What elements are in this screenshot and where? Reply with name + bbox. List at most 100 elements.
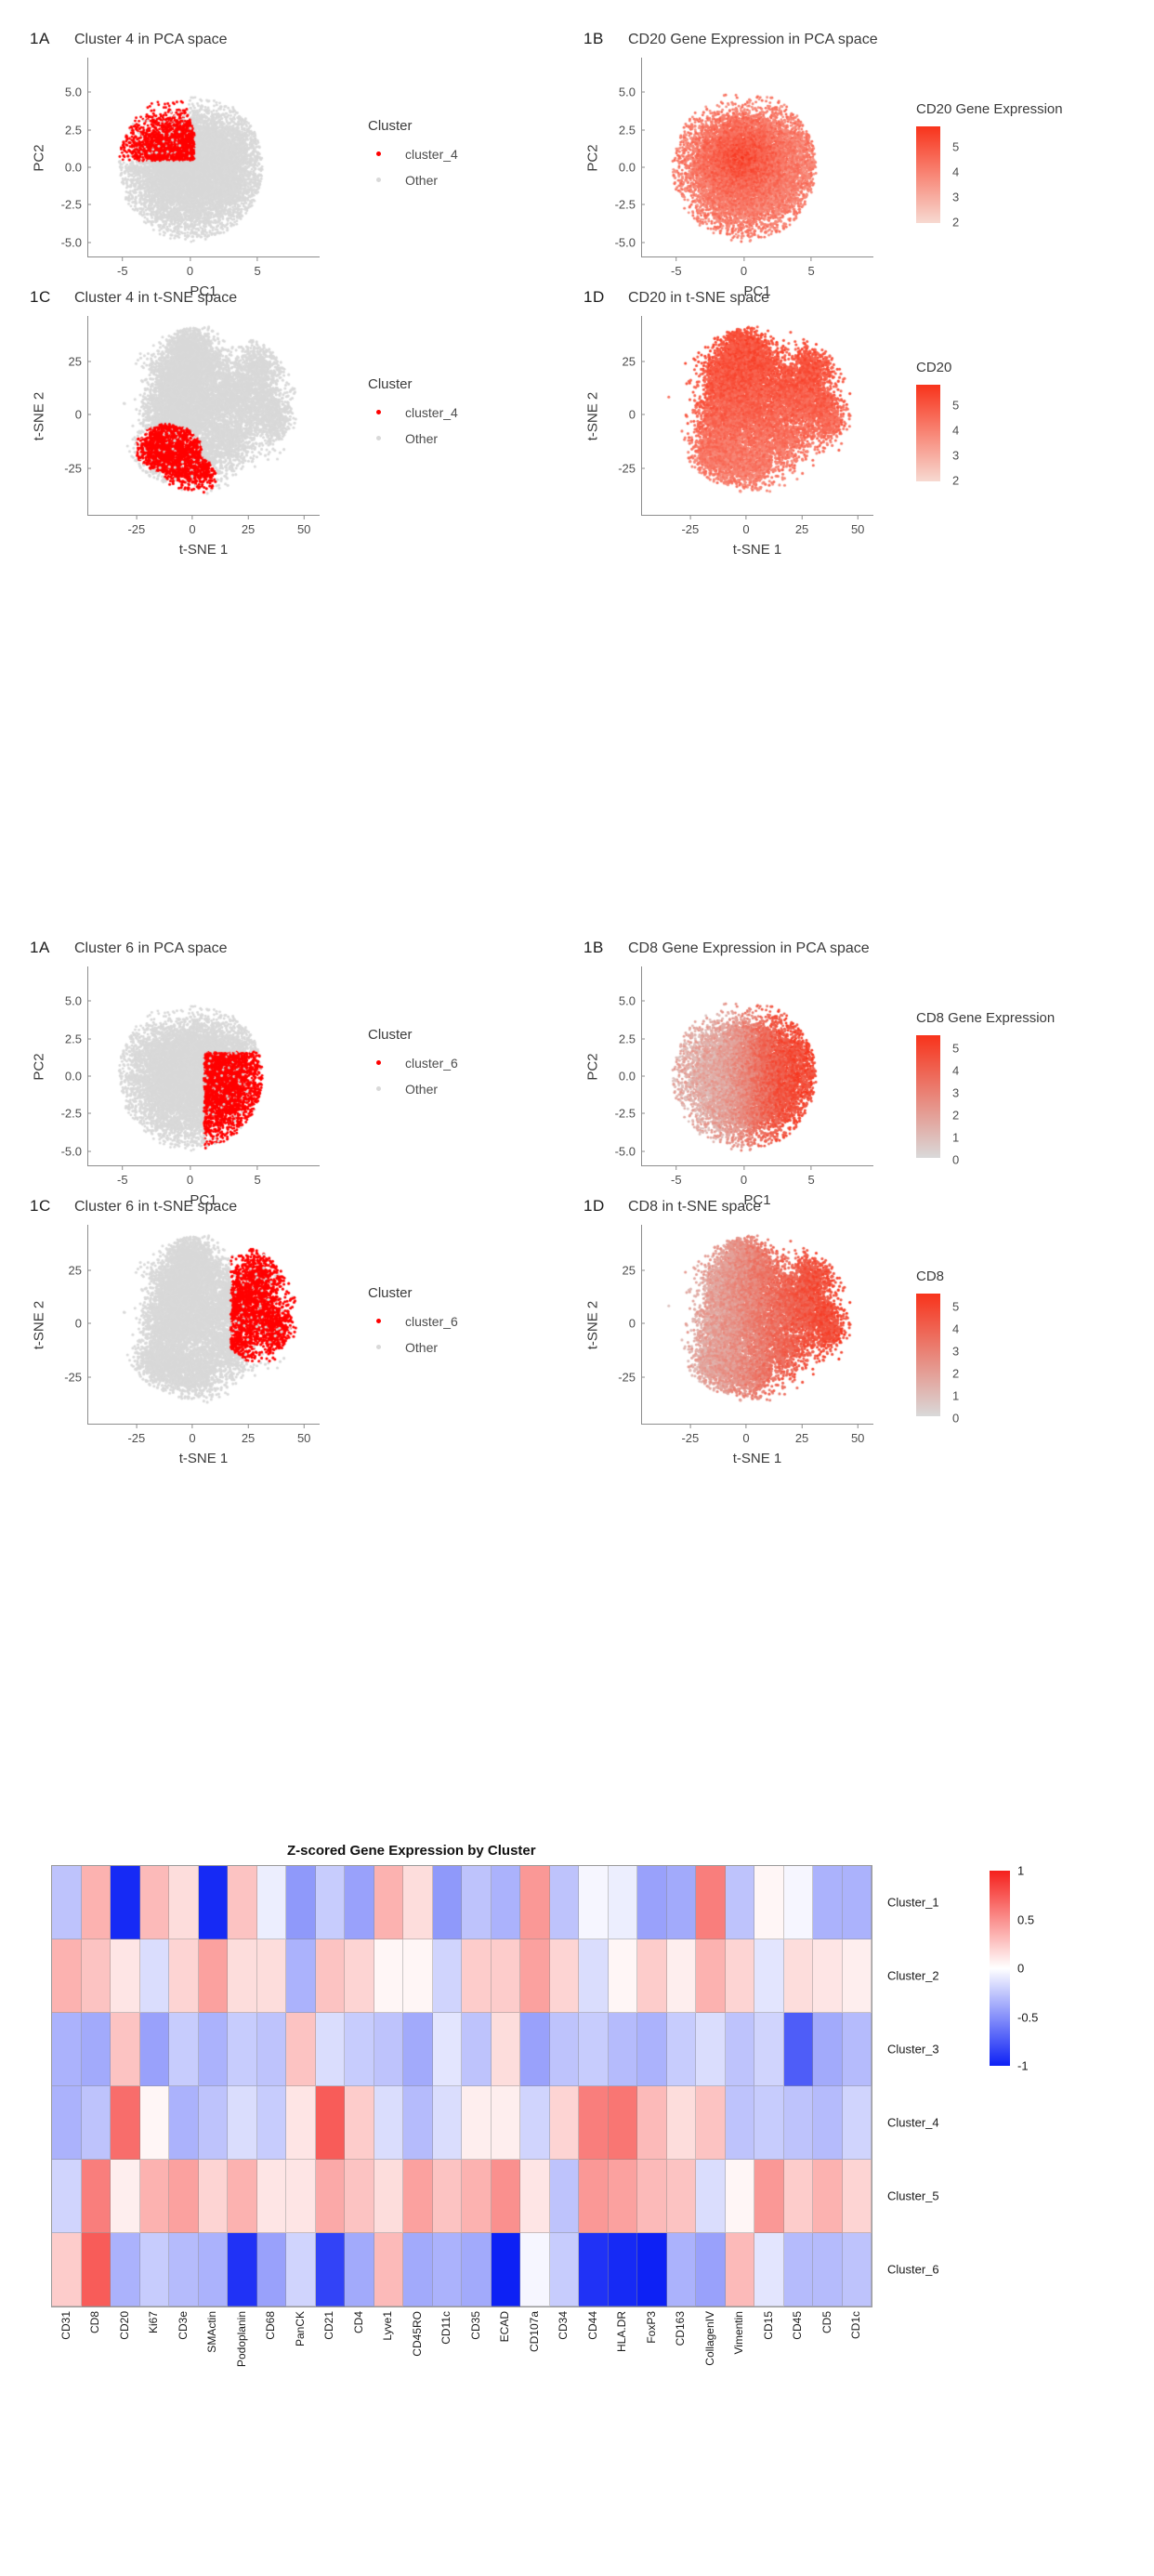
- colorbar-title: CD20 Gene Expression: [916, 101, 1063, 118]
- heatmap-cell: [403, 2160, 433, 2233]
- x-tick-label: -5: [117, 257, 128, 278]
- heatmap-cell: [198, 1866, 228, 1939]
- x-axis-label: t-SNE 1: [732, 1451, 782, 1466]
- heatmap-cell: [198, 2160, 228, 2233]
- heatmap-cell: [374, 2086, 403, 2160]
- legend-item-label: cluster_4: [405, 146, 458, 162]
- x-tick-label: 25: [795, 516, 808, 536]
- legend-item[interactable]: cluster_4: [368, 147, 458, 162]
- heatmap-cell: [579, 1939, 609, 2013]
- x-tick-label: -25: [681, 516, 699, 536]
- heatmap-cell: [520, 1866, 550, 1939]
- x-tick-label: 50: [851, 516, 864, 536]
- y-axis-line: [87, 58, 88, 257]
- x-tick-label: 50: [851, 1425, 864, 1445]
- legend-item[interactable]: Other: [368, 1340, 458, 1355]
- x-tick-label: 0: [189, 1425, 196, 1445]
- y-tick-label: -2.5: [61, 198, 92, 212]
- heatmap-col-label: PanCK: [293, 2311, 307, 2347]
- panel-tag: 1A: [30, 30, 50, 47]
- legend-title: Cluster: [368, 117, 413, 134]
- legend-item-label: cluster_6: [405, 1313, 458, 1329]
- heatmap-cell: [345, 1939, 374, 2013]
- heatmap-col-label: SMActin: [205, 2311, 219, 2353]
- y-tick-label: 2.5: [619, 1032, 646, 1045]
- heatmap-cell: [666, 2160, 696, 2233]
- y-tick-label: 25: [623, 1263, 646, 1277]
- y-axis-label: PC2: [584, 1052, 601, 1081]
- expression-colorbar: CD20 5 4 3 2: [916, 360, 983, 488]
- panel-title: CD20 Gene Expression in PCA space: [628, 32, 878, 47]
- colorbar-ticks: 5 4 3 2 1 0: [940, 1294, 983, 1426]
- heatmap-cell: [52, 1866, 82, 1939]
- y-tick-label: -25: [618, 462, 645, 476]
- heatmap-cell: [637, 2086, 667, 2160]
- y-tick-label: -25: [64, 1371, 91, 1385]
- x-axis-line: [87, 1165, 320, 1166]
- y-tick-label: -2.5: [61, 1107, 92, 1121]
- heatmap-cell: [228, 2086, 257, 2160]
- legend-item[interactable]: Other: [368, 1082, 458, 1097]
- heatmap-cell: [345, 2160, 374, 2233]
- point-cloud: [88, 58, 320, 256]
- legend-item[interactable]: cluster_6: [368, 1314, 458, 1329]
- y-tick-label: 2.5: [65, 123, 92, 137]
- heatmap-cell: [111, 2086, 140, 2160]
- heatmap-cell: [783, 2086, 813, 2160]
- heatmap-cell: [725, 1939, 754, 2013]
- colorbar-tick-label: 3: [940, 449, 959, 463]
- heatmap-cell: [491, 2086, 520, 2160]
- figure-cluster4-cd20: 1A Cluster 4 in PCA space -5.0 -2.5 0.0 2.5 5.…: [0, 20, 1154, 558]
- legend-title: Cluster: [368, 375, 413, 392]
- legend-item[interactable]: Other: [368, 431, 458, 446]
- heatmap-cell: [462, 2086, 492, 2160]
- heatmap-cell: [666, 1866, 696, 1939]
- heatmap-colorbar-gradient: [990, 1871, 1010, 2066]
- colorbar-title: CD20: [916, 360, 952, 376]
- heatmap-cell: [637, 2233, 667, 2307]
- heatmap-col-label: CD34: [557, 2311, 570, 2340]
- heatmap-cell: [608, 1939, 637, 2013]
- y-tick-label: 5.0: [619, 994, 646, 1008]
- heatmap-cell: [198, 2086, 228, 2160]
- x-axis-line: [641, 1165, 873, 1166]
- panel-tag: 1B: [584, 30, 604, 47]
- y-tick-label: -25: [64, 462, 91, 476]
- heatmap-cell: [169, 2233, 199, 2307]
- heatmap-cell: [491, 2013, 520, 2086]
- heatmap-cell: [520, 2086, 550, 2160]
- heatmap-cell: [169, 1939, 199, 2013]
- heatmap-cell: [374, 2013, 403, 2086]
- heatmap-cell: [111, 1866, 140, 1939]
- heatmap-cell: [725, 1866, 754, 1939]
- heatmap-row-label: Cluster_1: [887, 1895, 939, 1909]
- heatmap-cell: [549, 2086, 579, 2160]
- heatmap-cell: [666, 2013, 696, 2086]
- heatmap-col-label: CD11c: [439, 2311, 453, 2345]
- heatmap-cell: [228, 2233, 257, 2307]
- heatmap-cell: [198, 1939, 228, 2013]
- legend-item[interactable]: cluster_4: [368, 405, 458, 420]
- heatmap-col-label: CD21: [322, 2311, 336, 2340]
- plot-area: -5.0 -2.5 0.0 2.5 5.0 -5 0 5: [61, 966, 320, 1187]
- y-axis-line: [641, 58, 642, 257]
- figure-heatmap: Z-scored Gene Expression by Cluster Clust…: [0, 1835, 1154, 2569]
- legend-item[interactable]: Other: [368, 173, 458, 188]
- heatmap-cell: [813, 2160, 843, 2233]
- legend-swatch-icon: [368, 433, 388, 443]
- heatmap-cell: [666, 1939, 696, 2013]
- point-cloud: [642, 316, 873, 515]
- heatmap-cell: [315, 1866, 345, 1939]
- heatmap-cell: [139, 2233, 169, 2307]
- y-tick-label: 0.0: [65, 1070, 92, 1084]
- legend-item[interactable]: cluster_6: [368, 1056, 458, 1071]
- cluster-legend: Cluster cluster_4 Other: [368, 118, 458, 199]
- heatmap-cell: [403, 2086, 433, 2160]
- colorbar-tick-label: 2: [940, 1367, 959, 1381]
- heatmap-col-label: CD45: [791, 2311, 805, 2340]
- heatmap-cell: [374, 2160, 403, 2233]
- heatmap-cell: [374, 1939, 403, 2013]
- heatmap-cell: [139, 1866, 169, 1939]
- heatmap-cell: [228, 2013, 257, 2086]
- heatmap-cell: [666, 2233, 696, 2307]
